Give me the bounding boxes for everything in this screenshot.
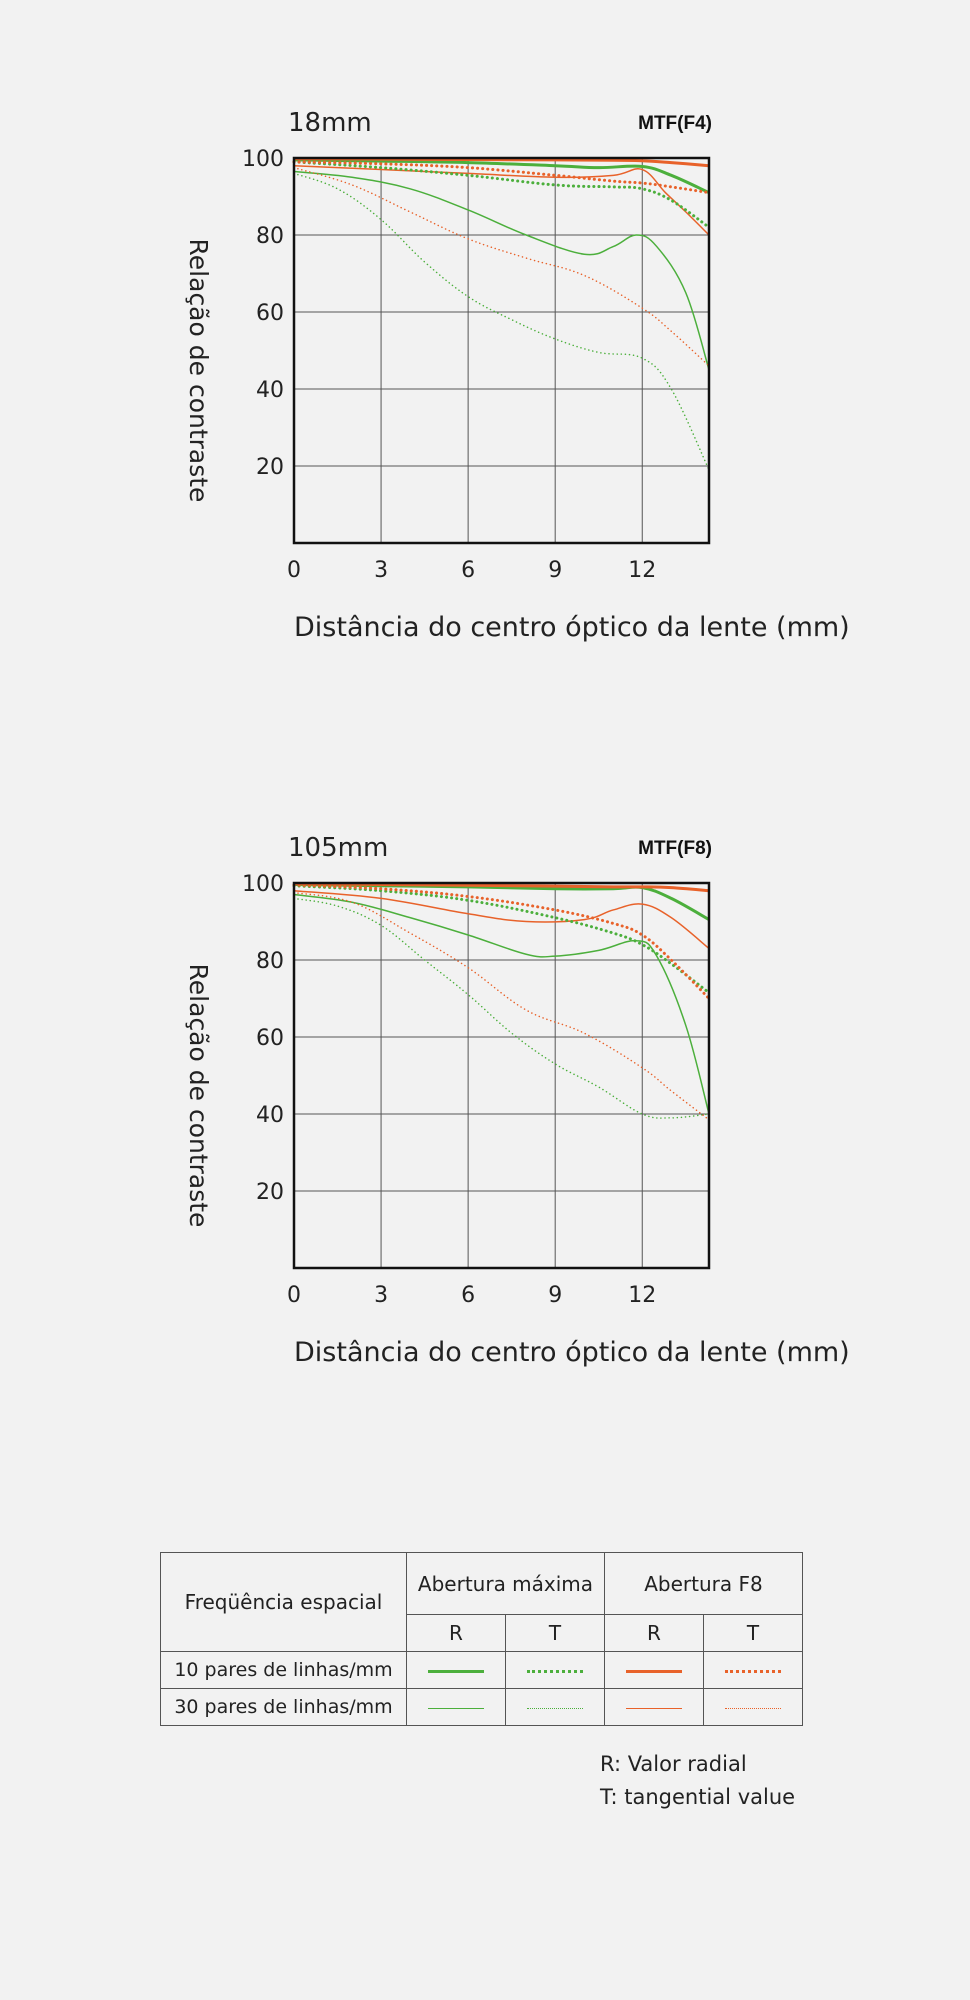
legend-sample-orange-solid-thick [626,1670,682,1673]
x-tick-label: 12 [628,558,656,583]
tangential-note: T: tangential value [600,1785,796,1809]
x-tick-label: 12 [628,1283,656,1308]
x-tick-label: 3 [374,558,388,583]
series-line-orange-dotted-thick [292,883,711,1000]
legend-freq-header: Freqüência espacial [160,1552,407,1652]
y-tick-label: 60 [256,301,284,326]
plot-frame [292,881,711,1270]
y-tick-label: 80 [256,224,284,249]
x-tick-label: 0 [287,1283,301,1308]
legend-sample-cell [604,1688,704,1726]
y-tick-label: 80 [256,949,284,974]
x-tick-label: 9 [548,1283,562,1308]
legend-sample-cell [505,1651,605,1689]
legend-sample-orange-dotted-thin [725,1708,781,1709]
series-line-orange-dotted-thin [293,891,710,1121]
y-tick-label: 20 [256,455,284,480]
series-line-green-dotted-thick [292,884,711,995]
mtf-label: MTF(F4) [638,113,712,134]
mtf-label: MTF(F8) [638,838,712,859]
x-tick-label: 0 [287,558,301,583]
mtf-chart-svg: 20 40 60 80 100 0 3 6 9 12 105mm MTF(F8) Relação de … [184,833,850,1368]
radial-note: R: Valor radial [600,1752,747,1776]
series-line-orange-dotted-thin [293,166,710,367]
legend-t-header: T [505,1614,605,1652]
x-tick-label: 3 [374,1283,388,1308]
legend-row-label: 10 pares de linhas/mm [160,1651,407,1689]
legend-r-header: R [604,1614,704,1652]
series-line-orange-dotted-thick [292,160,711,195]
legend-aperture-max-header: Abertura máxima [406,1551,605,1616]
series-line-green-solid-thin [293,893,710,1115]
legend-sample-orange-dotted-thick [725,1670,781,1673]
legend-sample-cell [703,1651,803,1689]
legend-row-30lp: 30 pares de linhas/mm [160,1688,803,1726]
series-line-green-solid-thin [293,170,710,370]
legend-sample-cell [703,1688,803,1726]
focal-length-label: 105mm [288,833,388,863]
legend-row-10lp: 10 pares de linhas/mm [160,1651,803,1689]
legend-aperture-f8-header: Abertura F8 [604,1551,803,1616]
y-tick-label: 100 [242,872,284,897]
legend-r-header: R [406,1614,506,1652]
legend-row-label: 30 pares de linhas/mm [160,1688,407,1726]
x-tick-label: 9 [548,558,562,583]
y-tick-label: 60 [256,1026,284,1051]
series-line-green-dotted-thick [292,160,711,229]
y-axis-label: Relação de contraste [184,964,213,1228]
legend-sample-green-dotted-thin [527,1708,583,1709]
y-tick-label: 40 [256,1103,284,1128]
legend-sample-cell [505,1688,605,1726]
x-tick-label: 6 [461,558,475,583]
legend-sample-cell [604,1651,704,1689]
legend-sample-green-solid-thin [428,1708,484,1709]
y-tick-label: 40 [256,378,284,403]
series-line-green-solid-thick [293,158,710,195]
series-line-green-dotted-thin [293,172,710,471]
mtf-chart-18mm: 20 40 60 80 100 0 3 6 9 12 18mm MTF(F4) Relação de c… [0,95,970,695]
x-axis-label: Distância do centro óptico da lente (mm) [294,612,850,643]
series-line-orange-solid-thin [293,889,710,950]
y-tick-label: 20 [256,1180,284,1205]
legend-t-header: T [703,1614,803,1652]
legend-sample-green-solid-thick [428,1670,484,1673]
legend-sample-cell [406,1688,506,1726]
legend-sample-cell [406,1651,506,1689]
plot-frame [292,156,711,545]
legend-sample-green-dotted-thick [527,1670,583,1673]
mtf-chart-svg: 20 40 60 80 100 0 3 6 9 12 18mm MTF(F4) Relação de c… [184,108,850,643]
legend-table: Freqüência espacial Abertura máxima Aber… [160,1551,803,1726]
legend-notes: R: Valor radial T: tangential value [600,1748,795,1814]
legend-sample-orange-solid-thin [626,1708,682,1709]
series-line-green-dotted-thin [293,897,710,1119]
mtf-chart-105mm: 20 40 60 80 100 0 3 6 9 12 105mm MTF(F8) Relação de … [0,820,970,1420]
x-tick-label: 6 [461,1283,475,1308]
y-tick-label: 100 [242,147,284,172]
focal-length-label: 18mm [288,108,372,138]
x-axis-label: Distância do centro óptico da lente (mm) [294,1337,850,1368]
y-axis-label: Relação de contraste [184,239,213,503]
series-line-orange-solid-thick [293,882,710,893]
